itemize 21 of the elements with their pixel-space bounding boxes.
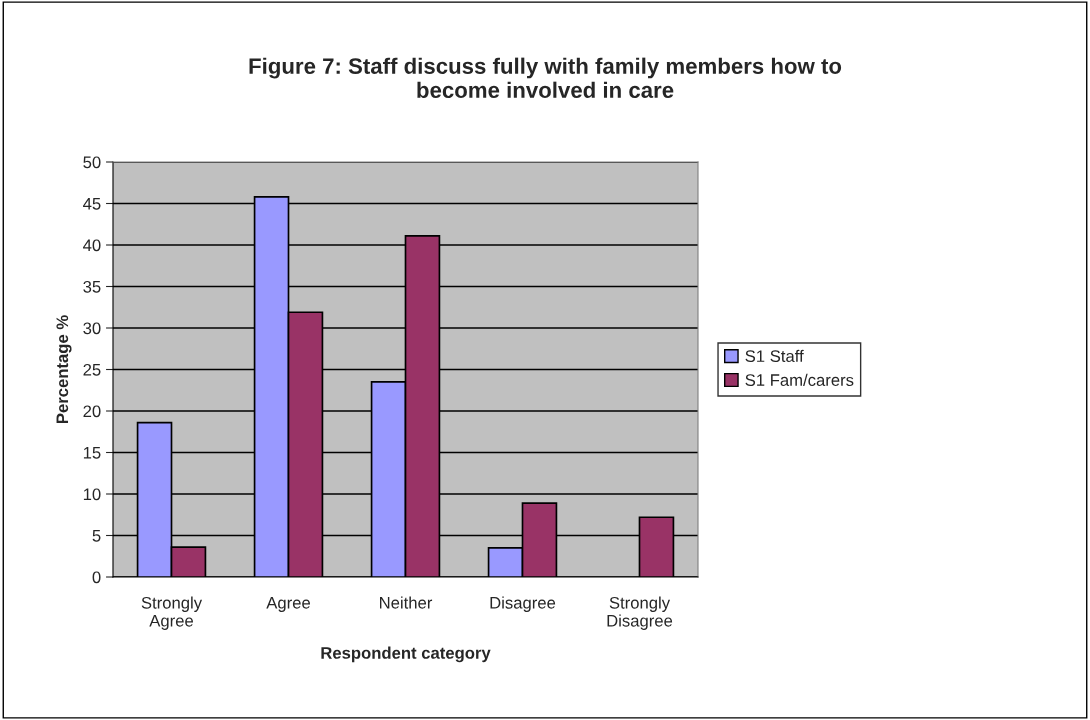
legend-label: S1 Staff (745, 349, 804, 363)
x-tick-label: Strongly Disagree (607, 596, 673, 630)
x-axis-title: Respondent category (321, 646, 491, 663)
y-tick-label: 20 (83, 405, 101, 418)
y-tick-label: 35 (83, 280, 101, 293)
x-tick-label: Agree (266, 597, 310, 612)
y-axis-title: Percentage % (56, 315, 72, 424)
x-tick-label: Strongly Agree (141, 596, 203, 630)
x-tick-label: Neither (380, 596, 433, 609)
y-tick-label: 10 (83, 488, 101, 501)
y-tick-label: 50 (83, 156, 101, 169)
chart-title: Figure 7: Staff discuss fully with family members how to become involved in care (249, 57, 842, 98)
x-tick-label: Disagree (490, 596, 556, 612)
y-tick-label: 45 (83, 198, 101, 210)
legend-label: S1 Fam/carers (745, 373, 854, 386)
y-tick-label: 25 (83, 363, 101, 376)
y-tick-label: 30 (83, 322, 101, 335)
y-tick-label: 5 (92, 530, 101, 542)
y-tick-label: 15 (83, 447, 101, 459)
y-tick-label: 40 (83, 239, 101, 252)
y-tick-label: 0 (92, 571, 101, 584)
